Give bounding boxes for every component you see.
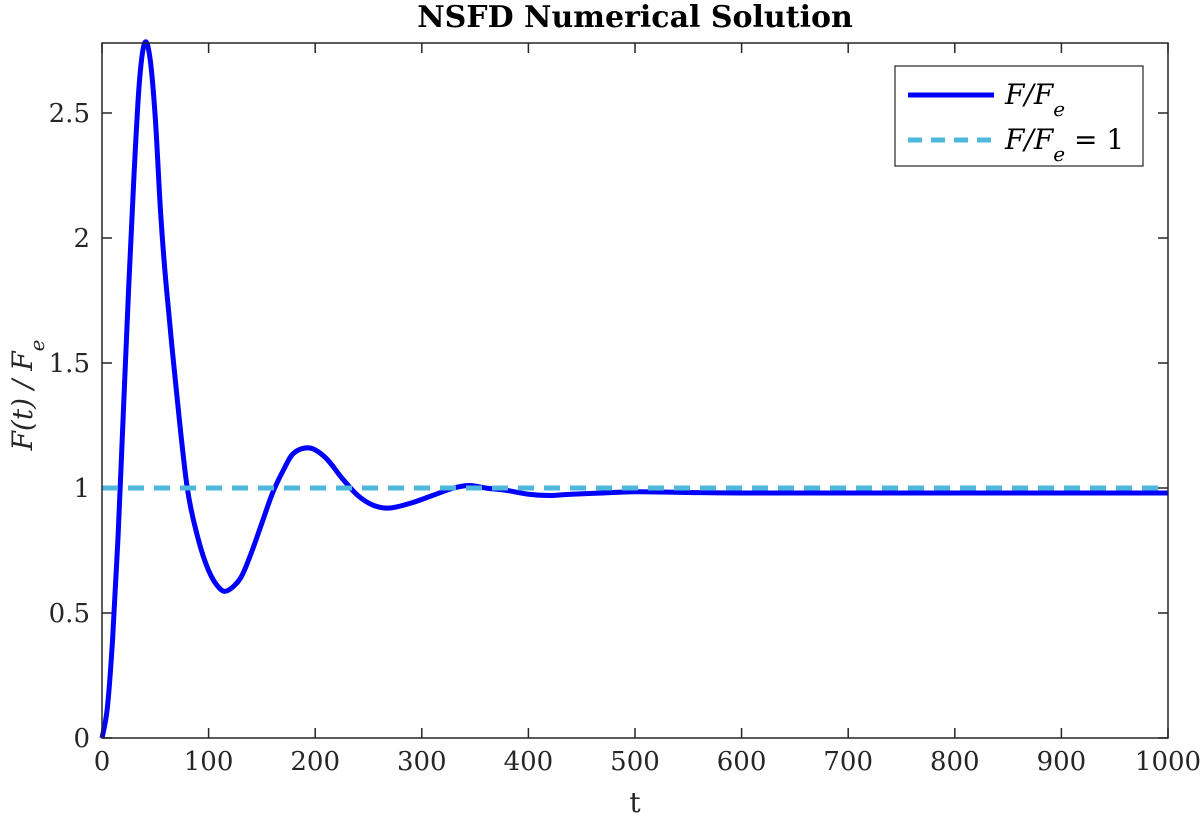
x-tick-label: 300 bbox=[397, 747, 447, 777]
x-axis-label: t bbox=[629, 786, 641, 818]
y-axis-label: F(t) / Fe bbox=[6, 339, 49, 451]
chart-title: NSFD Numerical Solution bbox=[417, 0, 853, 35]
axis-ticks: 0 100 200 300 400 500 600 700 800 900 1000 0 0.5 1 1.5… bbox=[49, 43, 1200, 777]
x-tick-label: 500 bbox=[610, 747, 660, 777]
y-tick-label: 0 bbox=[73, 724, 90, 754]
x-tick-label: 800 bbox=[930, 747, 980, 777]
solution-line-series bbox=[99, 39, 1168, 739]
y-tick-label: 0.5 bbox=[49, 599, 90, 629]
x-tick-label: 1000 bbox=[1135, 747, 1200, 777]
x-tick-label: 0 bbox=[94, 747, 111, 777]
y-tick-label: 1 bbox=[73, 474, 90, 504]
y-tick-label: 2 bbox=[73, 224, 90, 254]
x-tick-label: 100 bbox=[184, 747, 234, 777]
plot-frame bbox=[101, 42, 1169, 739]
x-tick-label: 900 bbox=[1037, 747, 1087, 777]
legend-label-1: F/Fe bbox=[1004, 78, 1065, 121]
legend-label-2: F/Fe = 1 bbox=[1004, 123, 1124, 166]
x-tick-label: 200 bbox=[290, 747, 340, 777]
x-tick-label: 700 bbox=[823, 747, 873, 777]
y-tick-label: 2.5 bbox=[49, 99, 90, 129]
y-tick-label: 1.5 bbox=[49, 349, 90, 379]
svg-text:F(t) / Fe: F(t) / Fe bbox=[6, 339, 49, 451]
legend-box bbox=[894, 65, 1144, 167]
x-tick-label: 400 bbox=[504, 747, 554, 777]
x-tick-label: 600 bbox=[717, 747, 767, 777]
legend: F/Fe F/Fe = 1 bbox=[894, 65, 1144, 167]
series-layer bbox=[99, 39, 1168, 739]
